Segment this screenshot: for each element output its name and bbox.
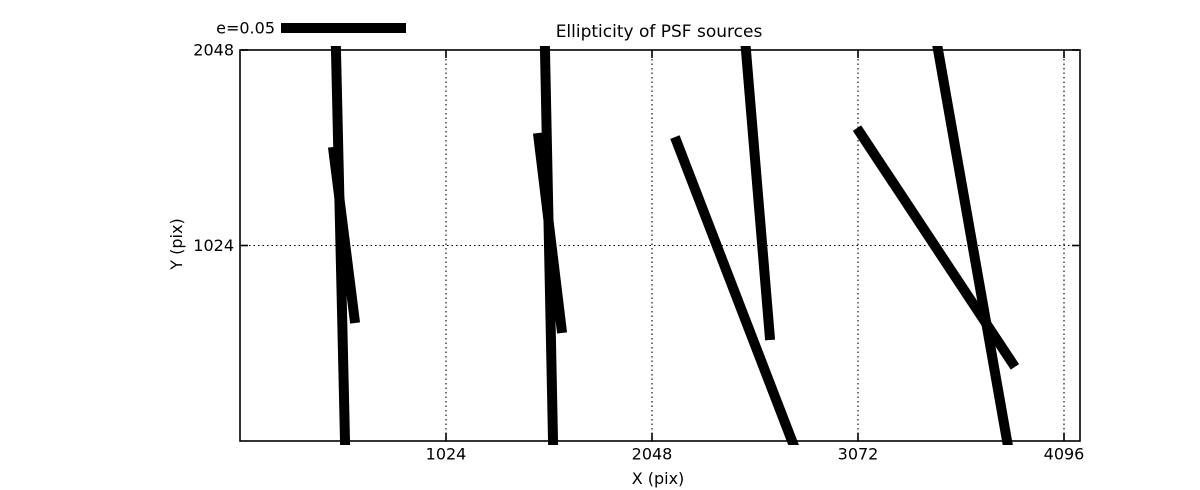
chart-title: Ellipticity of PSF sources xyxy=(556,22,763,42)
whisker-segment xyxy=(932,46,1013,445)
whisker-segment xyxy=(532,132,568,334)
whisker-segment xyxy=(670,135,799,445)
whisker-layer xyxy=(327,46,1020,445)
tick-label-layer: 1024 2048 3072 4096 1024 2048 xyxy=(193,41,1084,464)
whisker-segment xyxy=(327,146,361,324)
x-axis-label: X (pix) xyxy=(632,469,685,488)
x-tick-label: 3072 xyxy=(838,445,879,464)
x-tick-label: 2048 xyxy=(632,445,673,464)
x-tick-label: 1024 xyxy=(426,445,467,464)
y-tick-label: 1024 xyxy=(193,236,234,255)
x-tick-label: 4096 xyxy=(1044,445,1085,464)
y-axis-label: Y (pix) xyxy=(167,218,186,270)
y-tick-label: 2048 xyxy=(193,41,234,60)
whisker-segment xyxy=(740,46,776,341)
grid-layer xyxy=(240,50,1080,441)
tick-layer xyxy=(240,49,1080,441)
legend-label: e=0.05 xyxy=(216,19,275,38)
